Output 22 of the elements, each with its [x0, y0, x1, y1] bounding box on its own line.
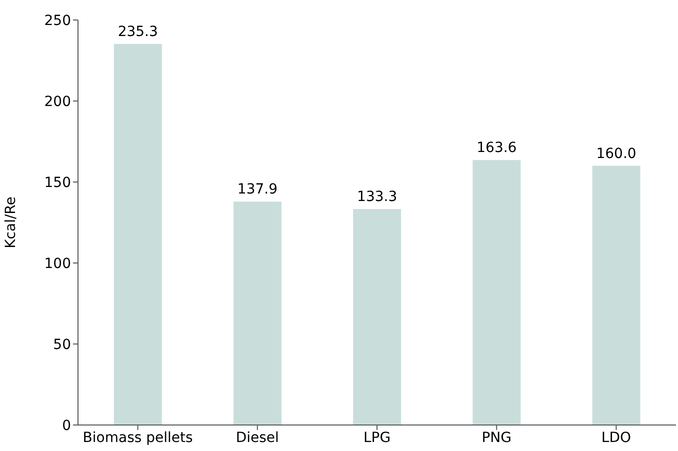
y-tick-label: 50 [53, 336, 71, 353]
data-label: 163.6 [476, 140, 517, 156]
data-label: 133.3 [357, 189, 398, 206]
y-tick-label: 100 [44, 256, 71, 272]
bar [233, 202, 282, 425]
y-axis-title: Kcal/Re [2, 196, 19, 248]
data-label: 137.9 [237, 182, 278, 198]
bar [472, 160, 521, 425]
y-tick-label: 200 [44, 94, 71, 110]
y-tick-label: 150 [44, 174, 71, 191]
x-tick-label: Diesel [236, 430, 279, 446]
y-tick-label: 0 [62, 418, 71, 434]
bar [114, 44, 162, 425]
data-label: 235.3 [118, 24, 158, 40]
data-label: 160.0 [596, 146, 636, 162]
bar [353, 209, 402, 425]
x-tick-label: PNG [482, 430, 512, 446]
x-tick-label: Biomass pellets [82, 430, 193, 446]
x-tick-label: LDO [601, 430, 632, 446]
bar [592, 166, 640, 425]
y-tick-label: 250 [44, 12, 71, 29]
x-tick-label: LPG [363, 430, 391, 446]
